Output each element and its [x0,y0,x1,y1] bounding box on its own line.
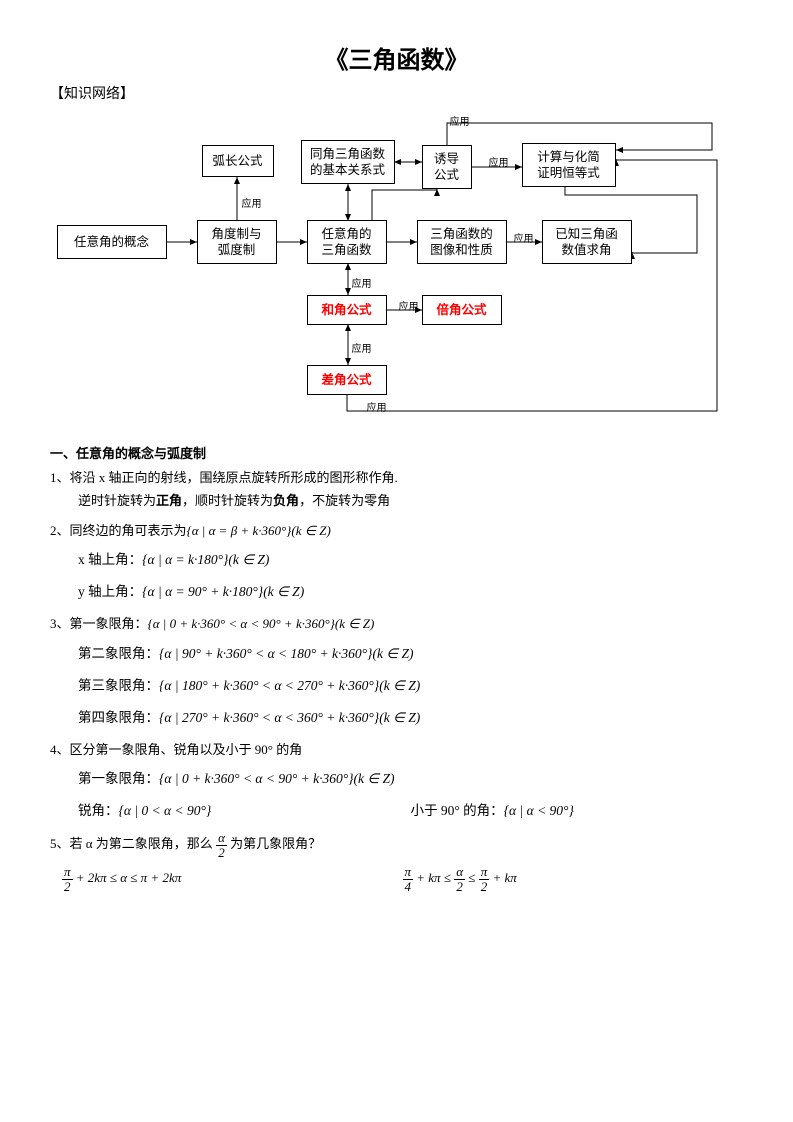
diagram-label-7: 应用 [450,113,470,128]
diagram-label-4: 应用 [352,275,372,290]
lt90-label: 小于 90° 的角： [411,803,504,818]
acute-label: 锐角： [78,803,119,818]
item-1-text-be: ，不旋转为零角 [299,493,390,508]
page-title: 《三角函数》 [50,40,743,75]
item-1-text-a: 1、将沿 x 轴正向的射线，围绕原点旋转所形成的图形称作角. [50,470,398,485]
diagram-node-n11: 倍角公式 [422,295,502,325]
item4-q1-label: 第一象限角： [78,771,159,786]
q2-label: 第二象限角： [78,646,159,661]
diagram-node-n7: 计算与化简证明恒等式 [522,143,616,187]
item-3: 3、第一象限角：{α | 0 + k·360° < α < 90° + k·36… [50,612,743,635]
item-4-q1: 第一象限角：{α | 0 + k·360° < α < 90° + k·360°… [78,767,743,787]
y-axis-label: y 轴上角： [78,584,142,599]
item-5-a: 5、若 α 为第二象限角，那么 [50,836,216,851]
ineq-right: π4 + kπ ≤ α2 ≤ π2 + kπ [403,865,744,893]
item-1-text-b1: 逆时针旋转为 [78,493,156,508]
x-axis-formula: {α | α = k·180°}(k ∈ Z) [142,552,269,567]
diagram-node-n5: 同角三角函数的基本关系式 [301,140,395,184]
q4-label: 第四象限角： [78,710,159,725]
item-2-formula: {α | α = β + k·360°}(k ∈ Z) [187,523,331,538]
diagram-edge-13 [347,159,717,411]
diagram-label-0: 应用 [242,195,262,210]
item-3-q3: 第三象限角：{α | 180° + k·360° < α < 270° + k·… [78,674,743,694]
q4-formula: {α | 270° + k·360° < α < 360° + k·360°}(… [159,710,420,725]
negative-angle: 负角 [273,493,299,508]
diagram-node-n10: 和角公式 [307,295,387,325]
item-3-q4: 第四象限角：{α | 270° + k·360° < α < 360° + k·… [78,706,743,726]
diagram-node-n1: 任意角的概念 [57,225,167,259]
diagram-label-1: 应用 [489,154,509,169]
diagram-edges [57,115,737,425]
knowledge-diagram: 任意角的概念角度制与弧度制任意角的三角函数 弧长公式同角三角函数的基本关系式诱导公… [57,115,737,425]
diagram-node-n12: 差角公式 [307,365,387,395]
diagram-label-3: 应用 [352,340,372,355]
q1-formula: {α | 0 + k·360° < α < 90° + k·360°}(k ∈ … [148,616,375,631]
item-2-label: 2、同终边的角可表示为 [50,523,187,538]
item-5-b: 为第几象限角？ [230,836,321,851]
diagram-label-2: 应用 [399,298,419,313]
diagram-label-6: 应用 [367,399,387,414]
diagram-node-n4: 弧长公式 [202,145,274,177]
item-2: 2、同终边的角可表示为{α | α = β + k·360°}(k ∈ Z) [50,519,743,542]
diagram-node-n3: 任意角的三角函数 [307,220,387,264]
diagram-node-n6: 诱导公式 [422,145,472,189]
q3-label: 第三象限角： [78,678,159,693]
item-2-y: y 轴上角：{α | α = 90° + k·180°}(k ∈ Z) [78,580,743,600]
acute-formula: {α | 0 < α < 90°} [119,803,212,818]
diagram-node-n8: 三角函数的图像和性质 [417,220,507,264]
item-5-inequalities: π2 + 2kπ ≤ α ≤ π + 2kπ π4 + kπ ≤ α2 ≤ π2… [62,865,743,893]
section-1-heading: 一、任意角的概念与弧度制 [50,443,743,462]
positive-angle: 正角 [156,493,182,508]
x-axis-label: x 轴上角： [78,552,142,567]
alpha-over-2: α2 [216,831,227,859]
item-3-q2: 第二象限角：{α | 90° + k·360° < α < 180° + k·3… [78,642,743,662]
q1-label: 3、第一象限角： [50,616,148,631]
item-1: 1、将沿 x 轴正向的射线，围绕原点旋转所形成的图形称作角. 逆时针旋转为正角，… [50,466,743,513]
q2-formula: {α | 90° + k·360° < α < 180° + k·360°}(k… [159,646,413,661]
item-5: 5、若 α 为第二象限角，那么 α2 为第几象限角？ [50,831,743,859]
diagram-node-n9: 已知三角函数值求角 [542,220,632,264]
item4-q1-formula: {α | 0 + k·360° < α < 90° + k·360°}(k ∈ … [159,771,395,786]
diagram-label-5: 应用 [514,230,534,245]
item-4: 4、区分第一象限角、锐角以及小于 90° 的角 [50,738,743,761]
item-4-row2: 锐角：{α | 0 < α < 90°} 小于 90° 的角：{α | α < … [78,799,743,819]
knowledge-network-label: 【知识网络】 [50,83,743,103]
diagram-node-n2: 角度制与弧度制 [197,220,277,264]
q3-formula: {α | 180° + k·360° < α < 270° + k·360°}(… [159,678,420,693]
diagram-edge-6 [372,189,437,220]
y-axis-formula: {α | α = 90° + k·180°}(k ∈ Z) [142,584,304,599]
item-2-x: x 轴上角：{α | α = k·180°}(k ∈ Z) [78,548,743,568]
ineq-left: π2 + 2kπ ≤ α ≤ π + 2kπ [62,865,403,893]
lt90-formula: {α | α < 90°} [504,803,574,818]
item-1-text-bm: ，顺时针旋转为 [182,493,273,508]
